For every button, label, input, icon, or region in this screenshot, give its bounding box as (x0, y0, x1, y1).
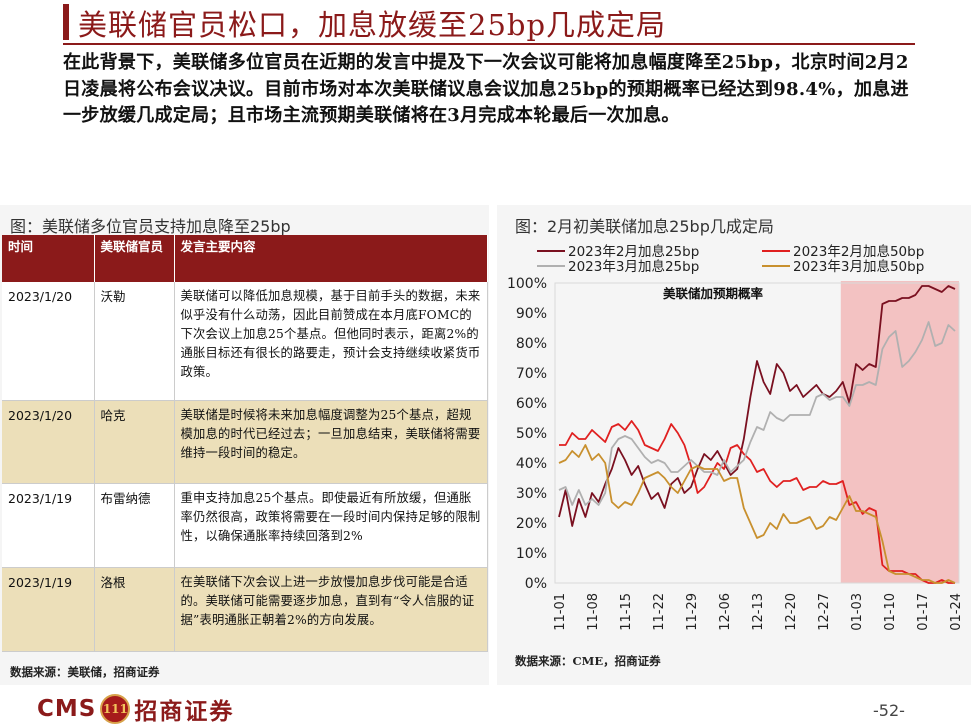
title-accent-bar (63, 4, 69, 40)
probability-chart: 0% 10% 20% 30% 40% 50% 60% 70% 80% 90% 100% 11-01 11… (507, 243, 964, 631)
row-date: 2023/1/19 (2, 483, 95, 568)
chart-panel: 图：2月初美联储加息25bp几成定局 0% 10% 20% 30% 40% 50% 60% 7… (497, 205, 971, 685)
chart-source: 数据来源：CME，招商证券 (515, 654, 661, 668)
x-tick-label: 11-15 (619, 593, 634, 631)
officials-source: 数据来源：美联储，招商证券 (10, 665, 160, 679)
table-row: 2023/1/19 洛根 在美联储下次会议上进一步放慢加息步伐可能是合适的。美联… (2, 567, 488, 652)
logo-latin: CMS (37, 696, 97, 722)
shaded-region (840, 281, 959, 583)
row-date: 2023/1/20 (2, 400, 95, 484)
x-tick-label: 12-27 (817, 593, 832, 631)
officials-table: 时间 美联储官员 发言主要内容 2023/1/20 沃勒 美联储可以降低加息规模… (2, 235, 488, 652)
table-header-row: 时间 美联储官员 发言主要内容 (2, 235, 488, 282)
officials-panel-title: 图：美联储多位官员支持加息降至25bp (10, 217, 291, 236)
legend-label-3: 2023年3月加息50bp (793, 258, 924, 275)
row-official: 沃勒 (94, 282, 175, 401)
x-tick-label: 01-24 (949, 593, 964, 631)
row-official: 洛根 (94, 567, 175, 652)
officials-panel: 图：美联储多位官员支持加息降至25bp 时间 美联储官员 发言主要内容 2023… (0, 205, 489, 685)
y-tick-label: 100% (507, 276, 547, 292)
row-speech: 在美联储下次会议上进一步放慢加息步伐可能是合适的。美联储可能需要逐步加息，直到有… (174, 567, 488, 652)
legend-label-0: 2023年2月加息25bp (568, 243, 699, 260)
y-tick-label: 90% (516, 306, 547, 322)
intro-paragraph: 在此背景下，美联储多位官员在近期的发言中提及下一次会议可能将加息幅度降至25bp… (63, 52, 909, 126)
series-line-3 (558, 444, 956, 584)
row-speech: 美联储可以降低加息规模，基于目前手头的数据，未来似乎没有什么动荡，因此目前赞成在… (174, 282, 488, 401)
logo-chinese: 招商证券 (134, 698, 235, 725)
logo-badge-icon: 111 (100, 694, 131, 724)
table-row: 2023/1/20 沃勒 美联储可以降低加息规模，基于目前手头的数据，未来似乎没… (2, 282, 488, 401)
x-tick-label: 12-13 (751, 593, 766, 631)
table-row: 2023/1/20 哈克 美联储是时候将未来加息幅度调整为25个基点，超规模加息… (2, 400, 488, 484)
x-tick-label: 11-01 (553, 593, 568, 631)
y-tick-label: 80% (516, 336, 547, 352)
chart-inner-title: 美联储加预期概率 (663, 286, 764, 301)
plot-frame (554, 282, 960, 584)
x-tick-label: 11-22 (652, 593, 667, 631)
row-speech: 重申支持加息25个基点。即使最近有所放缓，但通胀率仍然很高，政策将需要在一段时间… (174, 483, 488, 568)
cms-logo: CMS 111 招商证券 (37, 692, 234, 726)
x-tick-label: 12-20 (784, 593, 799, 631)
row-date: 2023/1/19 (2, 567, 95, 652)
header-date: 时间 (2, 235, 95, 282)
y-tick-label: 50% (516, 426, 547, 442)
x-tick-label: 12-06 (718, 593, 733, 631)
y-tick-label: 70% (516, 366, 547, 382)
chart-panel-title: 图：2月初美联储加息25bp几成定局 (515, 217, 774, 236)
x-tick-label: 11-29 (685, 593, 700, 631)
row-official: 哈克 (94, 400, 175, 484)
table-row: 2023/1/19 布雷纳德 重申支持加息25个基点。即使最近有所放缓，但通胀率… (2, 483, 488, 568)
y-tick-label: 0% (525, 576, 547, 592)
title-rule (63, 43, 915, 45)
page-number: -52- (873, 701, 905, 720)
series-line-0 (558, 285, 956, 527)
y-tick-label: 20% (516, 516, 547, 532)
row-official: 布雷纳德 (94, 483, 175, 568)
x-tick-label: 01-03 (850, 593, 865, 631)
legend-label-2: 2023年3月加息25bp (568, 258, 699, 275)
x-tick-label: 11-08 (586, 593, 601, 631)
row-date: 2023/1/20 (2, 282, 95, 401)
y-tick-label: 30% (516, 486, 547, 502)
legend-label-1: 2023年2月加息50bp (793, 243, 924, 260)
x-tick-label: 01-17 (916, 593, 931, 631)
x-tick-label: 01-10 (883, 593, 898, 631)
y-tick-label: 60% (516, 396, 547, 412)
page-title: 美联储官员松口，加息放缓至25bp几成定局 (78, 8, 667, 42)
series-line-2 (558, 321, 956, 506)
y-tick-label: 40% (516, 456, 547, 472)
row-speech: 美联储是时候将未来加息幅度调整为25个基点，超规模加息的时代已经过去；一旦加息结… (174, 400, 488, 484)
header-speech: 发言主要内容 (174, 235, 488, 282)
header-official: 美联储官员 (94, 235, 175, 282)
y-tick-label: 10% (516, 546, 547, 562)
